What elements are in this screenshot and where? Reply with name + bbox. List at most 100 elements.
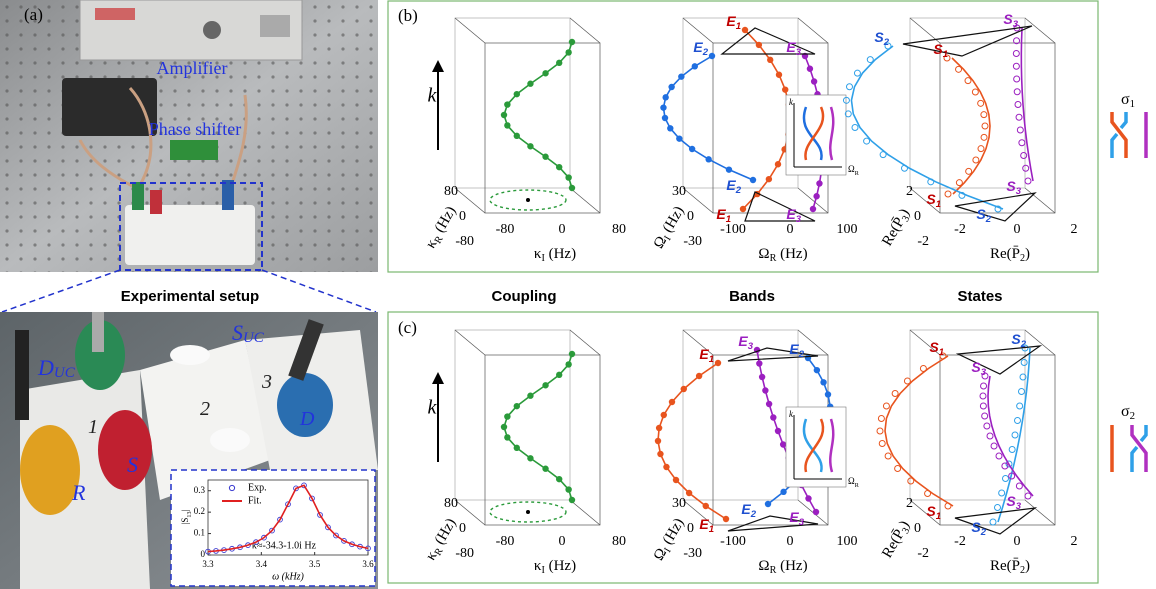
- depth-tick-label: 0: [687, 209, 694, 224]
- x-axis-label: κI (Hz): [534, 558, 576, 576]
- bands-dot: [740, 206, 746, 212]
- states-dot: [1003, 476, 1009, 482]
- box-edge: [798, 18, 828, 43]
- point-label-sub: 2: [980, 527, 987, 538]
- depth-tick-label: 80: [444, 184, 458, 199]
- states-dot: [1017, 127, 1023, 133]
- box-front: [485, 43, 600, 213]
- box-edge: [1025, 188, 1055, 213]
- bands-curve: [743, 30, 790, 209]
- box-back: [910, 18, 1025, 188]
- coupling-dot: [556, 476, 562, 482]
- bands-dot: [807, 66, 813, 72]
- point-label: E3: [786, 39, 801, 58]
- photo-label: 1: [88, 416, 98, 438]
- caption: Experimental setup: [121, 288, 259, 305]
- states-dot: [920, 366, 926, 372]
- x-axis-label-main: Re(P̄: [990, 246, 1020, 262]
- point-label-sub: 2: [985, 214, 992, 225]
- states-dot: [867, 57, 873, 63]
- x-tick-label: 0: [787, 222, 794, 237]
- point-label-sub: 1: [936, 511, 941, 522]
- states-dot: [1013, 63, 1019, 69]
- legend-label: Fit.: [248, 495, 262, 506]
- x-tick-label: 3.3: [202, 559, 214, 569]
- bands-dot: [723, 516, 729, 522]
- photo-label-sub: UC: [54, 365, 76, 381]
- bands-dot: [816, 180, 822, 186]
- coupling-dot: [565, 361, 571, 367]
- states-dot: [1014, 89, 1020, 95]
- point-label-sub: 3: [796, 214, 802, 225]
- states-dot: [996, 453, 1002, 459]
- states-dot: [1025, 178, 1031, 184]
- bands-dot: [767, 57, 773, 63]
- states-dot: [902, 165, 908, 171]
- mini-axis-label: ΩR: [848, 164, 860, 177]
- point-label-sub: 2: [1020, 339, 1027, 350]
- coupling-dot: [504, 413, 510, 419]
- point-label: S2: [976, 206, 991, 225]
- states-dot: [991, 443, 997, 449]
- coupling-dot: [569, 185, 575, 191]
- depth-axis-label: Re(P̄3): [880, 206, 916, 250]
- box-back: [910, 330, 1025, 500]
- y-tick-label: 0: [201, 549, 206, 559]
- x-axis-label-main: Ω: [758, 558, 769, 574]
- states-dot: [984, 423, 990, 429]
- depth-tick-label: -30: [683, 546, 702, 561]
- point-label-sub: 3: [799, 517, 805, 528]
- states-dot: [892, 391, 898, 397]
- states-dot: [945, 503, 951, 509]
- bands-dot: [780, 441, 786, 447]
- point-label: S2: [874, 29, 889, 48]
- bands-dot: [820, 379, 826, 385]
- point-label-sub: 3: [748, 341, 754, 352]
- point-label: E2: [741, 501, 756, 520]
- depth-tick-label: -80: [455, 546, 474, 561]
- depth-tick-label: 2: [906, 496, 913, 511]
- annotation: κ≈-34.3-1.0i Hz: [252, 540, 317, 551]
- states-dot: [981, 383, 987, 389]
- bands-dot: [776, 72, 782, 78]
- states-dot: [995, 505, 1001, 511]
- bands-dot: [681, 386, 687, 392]
- bands-dot: [750, 177, 756, 183]
- bands-dot: [782, 86, 788, 92]
- x-tick-label: 80: [612, 222, 626, 237]
- x-tick-label: 3.4: [256, 559, 268, 569]
- x-tick-label: 3.6: [362, 559, 374, 569]
- coupling-dot: [527, 81, 533, 87]
- states-dot: [925, 491, 931, 497]
- x-axis-label: Re(P̄2): [990, 246, 1030, 264]
- photo-label: S: [127, 452, 138, 477]
- bands-dot: [676, 135, 682, 141]
- x-axis-label: ΩR (Hz): [758, 558, 807, 576]
- states-dot: [1023, 165, 1029, 171]
- x-axis-label: ω (kHz): [272, 571, 304, 582]
- bands-dot: [780, 489, 786, 495]
- y-tick-label: 0.3: [194, 485, 206, 495]
- states-dot: [1014, 76, 1020, 82]
- zoom-line: [262, 270, 376, 312]
- box-edge: [570, 18, 600, 43]
- bands-dot: [696, 373, 702, 379]
- bands-dot: [686, 490, 692, 496]
- x-axis-label-tail: ): [1025, 558, 1030, 574]
- photo-label: Phase shifter: [149, 119, 241, 139]
- states-dot: [1021, 360, 1027, 366]
- states-dot: [981, 134, 987, 140]
- photo-label-main: R: [71, 480, 86, 505]
- states-dot: [980, 403, 986, 409]
- states-dot: [883, 403, 889, 409]
- coupling-dot: [514, 133, 520, 139]
- depth-tick-label: 0: [459, 521, 466, 536]
- bands-curve: [658, 363, 726, 519]
- states-dot: [877, 428, 883, 434]
- bands-dot: [656, 425, 662, 431]
- point-label: E3: [789, 509, 804, 528]
- point-label: S3: [1006, 178, 1021, 197]
- braid-label-sub: 2: [1130, 410, 1135, 422]
- braid-label-sub: 1: [1130, 98, 1135, 110]
- k-arrow-head: [432, 372, 444, 384]
